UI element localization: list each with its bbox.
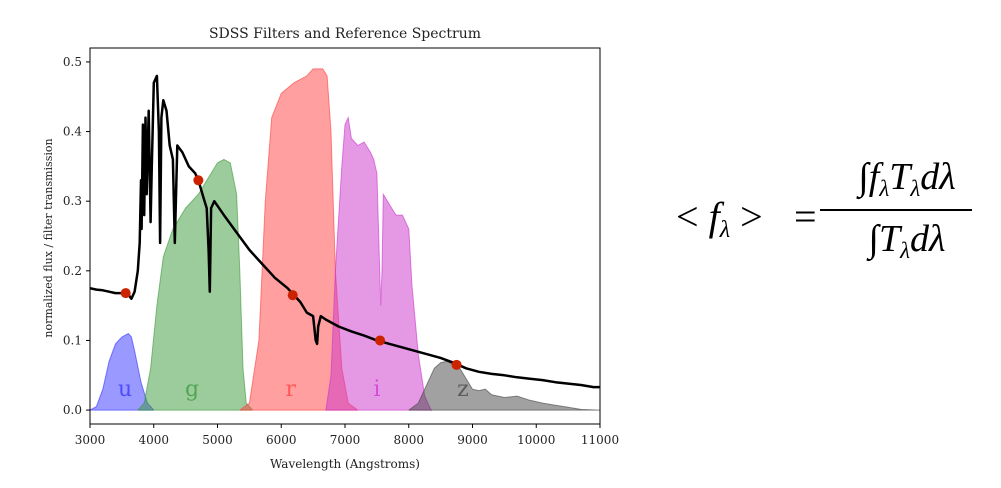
x-tick-label: 10000	[517, 433, 555, 447]
y-tick-label: 0.1	[63, 333, 82, 347]
x-tick-label: 4000	[138, 433, 169, 447]
filter-label-g: g	[185, 377, 199, 402]
formula-numerator: ∫fλTλdλ	[858, 156, 956, 201]
filter-area-g	[137, 158, 253, 411]
average-flux-formula: < fλ > = ∫fλTλdλ ∫Tλdλ	[676, 155, 986, 285]
filter-label-z: z	[457, 377, 469, 402]
x-tick-label: 3000	[75, 433, 106, 447]
fraction-bar	[820, 209, 972, 211]
x-tick-label: 8000	[393, 433, 424, 447]
y-axis-label: normalized flux / filter transmission	[42, 138, 55, 337]
y-tick-label: 0.5	[63, 55, 82, 69]
y-tick-label: 0.4	[63, 125, 82, 139]
x-tick-label: 9000	[457, 433, 488, 447]
formula-equals: =	[794, 194, 817, 239]
filter-label-i: i	[373, 377, 380, 402]
y-tick-label: 0.3	[63, 194, 82, 208]
plot-area: u g r i z 3000 4000 5000 6000 7000 8000 9000 10000 11…	[63, 47, 619, 447]
filter-spectrum-chart: u g r i z 3000 4000 5000 6000 7000 8000 9000 10000 11…	[42, 26, 619, 471]
y-tick-label: 0.2	[63, 264, 82, 278]
filter-label-r: r	[286, 377, 297, 402]
average-flux-point	[451, 359, 462, 370]
formula-lhs: < fλ >	[676, 194, 763, 244]
formula-denominator: ∫Tλdλ	[868, 218, 946, 263]
filter-area-i	[324, 115, 433, 412]
chart-title: SDSS Filters and Reference Spectrum	[209, 26, 481, 42]
filter-label-u: u	[118, 377, 132, 402]
x-tick-label: 6000	[266, 433, 297, 447]
y-tick-label: 0.0	[63, 403, 82, 417]
average-flux-point	[287, 290, 298, 301]
average-flux-point	[375, 335, 386, 346]
filter-area-z	[408, 360, 600, 411]
x-axis-label: Wavelength (Angstroms)	[270, 457, 420, 471]
x-tick-label: 11000	[581, 433, 619, 447]
x-tick-label: 5000	[202, 433, 233, 447]
average-flux-point	[193, 175, 204, 186]
spectrum-line	[90, 74, 600, 389]
average-flux-point	[120, 288, 131, 299]
x-tick-label: 7000	[330, 433, 361, 447]
